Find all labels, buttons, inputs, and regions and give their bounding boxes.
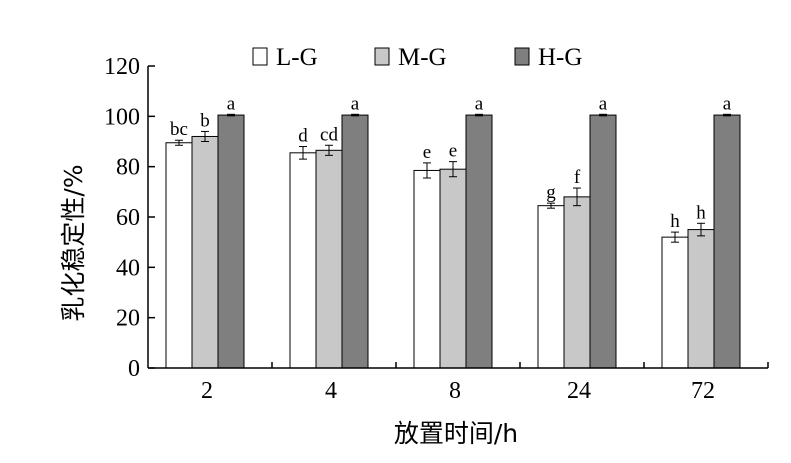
bar bbox=[413, 169, 441, 369]
x-tick-label: 24 bbox=[567, 378, 591, 404]
significance-label: e bbox=[423, 142, 431, 163]
x-tick-label: 8 bbox=[449, 378, 461, 404]
significance-label: a bbox=[475, 93, 484, 114]
bar bbox=[661, 236, 689, 369]
significance-label: d bbox=[298, 126, 308, 147]
y-axis-title: 乳化稳定性/% bbox=[59, 164, 88, 321]
y-tick-label: 100 bbox=[104, 104, 140, 130]
bar bbox=[537, 205, 565, 369]
significance-label: a bbox=[227, 93, 236, 114]
legend: L-G M-G H-G bbox=[252, 44, 582, 71]
legend-label: M-G bbox=[398, 44, 447, 71]
bar bbox=[465, 114, 493, 369]
bar bbox=[563, 196, 591, 369]
y-tick-label: 0 bbox=[128, 356, 140, 382]
x-tick-label: 4 bbox=[325, 378, 337, 404]
significance-label: h bbox=[670, 211, 680, 232]
y-tick-label: 120 bbox=[104, 54, 140, 80]
significance-label: e bbox=[449, 141, 457, 162]
significance-label: a bbox=[351, 93, 360, 114]
y-tick-label: 60 bbox=[116, 205, 140, 231]
significance-label: g bbox=[546, 182, 556, 203]
legend-swatch bbox=[514, 47, 530, 66]
legend-swatch bbox=[374, 47, 390, 66]
bar bbox=[687, 229, 715, 369]
y-tick-label: 20 bbox=[116, 306, 140, 332]
significance-label: bc bbox=[170, 119, 188, 140]
significance-label: b bbox=[200, 110, 210, 131]
bar bbox=[439, 168, 467, 369]
significance-label: a bbox=[723, 93, 732, 114]
legend-label: L-G bbox=[276, 44, 318, 71]
significance-label: a bbox=[599, 93, 608, 114]
y-tick-label: 40 bbox=[116, 255, 140, 281]
y-tick-label: 80 bbox=[116, 155, 140, 181]
significance-label: cd bbox=[320, 124, 338, 145]
x-tick-label: 2 bbox=[201, 378, 213, 404]
bar bbox=[589, 114, 617, 369]
bar bbox=[191, 135, 219, 369]
bar bbox=[341, 114, 369, 369]
bar bbox=[165, 142, 193, 369]
significance-label: f bbox=[574, 167, 581, 188]
legend-label: H-G bbox=[538, 44, 582, 71]
x-axis-title: 放置时间/h bbox=[394, 419, 518, 448]
bar bbox=[289, 152, 317, 369]
bar bbox=[217, 114, 245, 369]
x-tick-label: 72 bbox=[691, 378, 715, 404]
bar bbox=[315, 149, 343, 369]
bar bbox=[713, 114, 741, 369]
legend-swatch bbox=[252, 47, 268, 66]
significance-label: h bbox=[696, 202, 706, 223]
